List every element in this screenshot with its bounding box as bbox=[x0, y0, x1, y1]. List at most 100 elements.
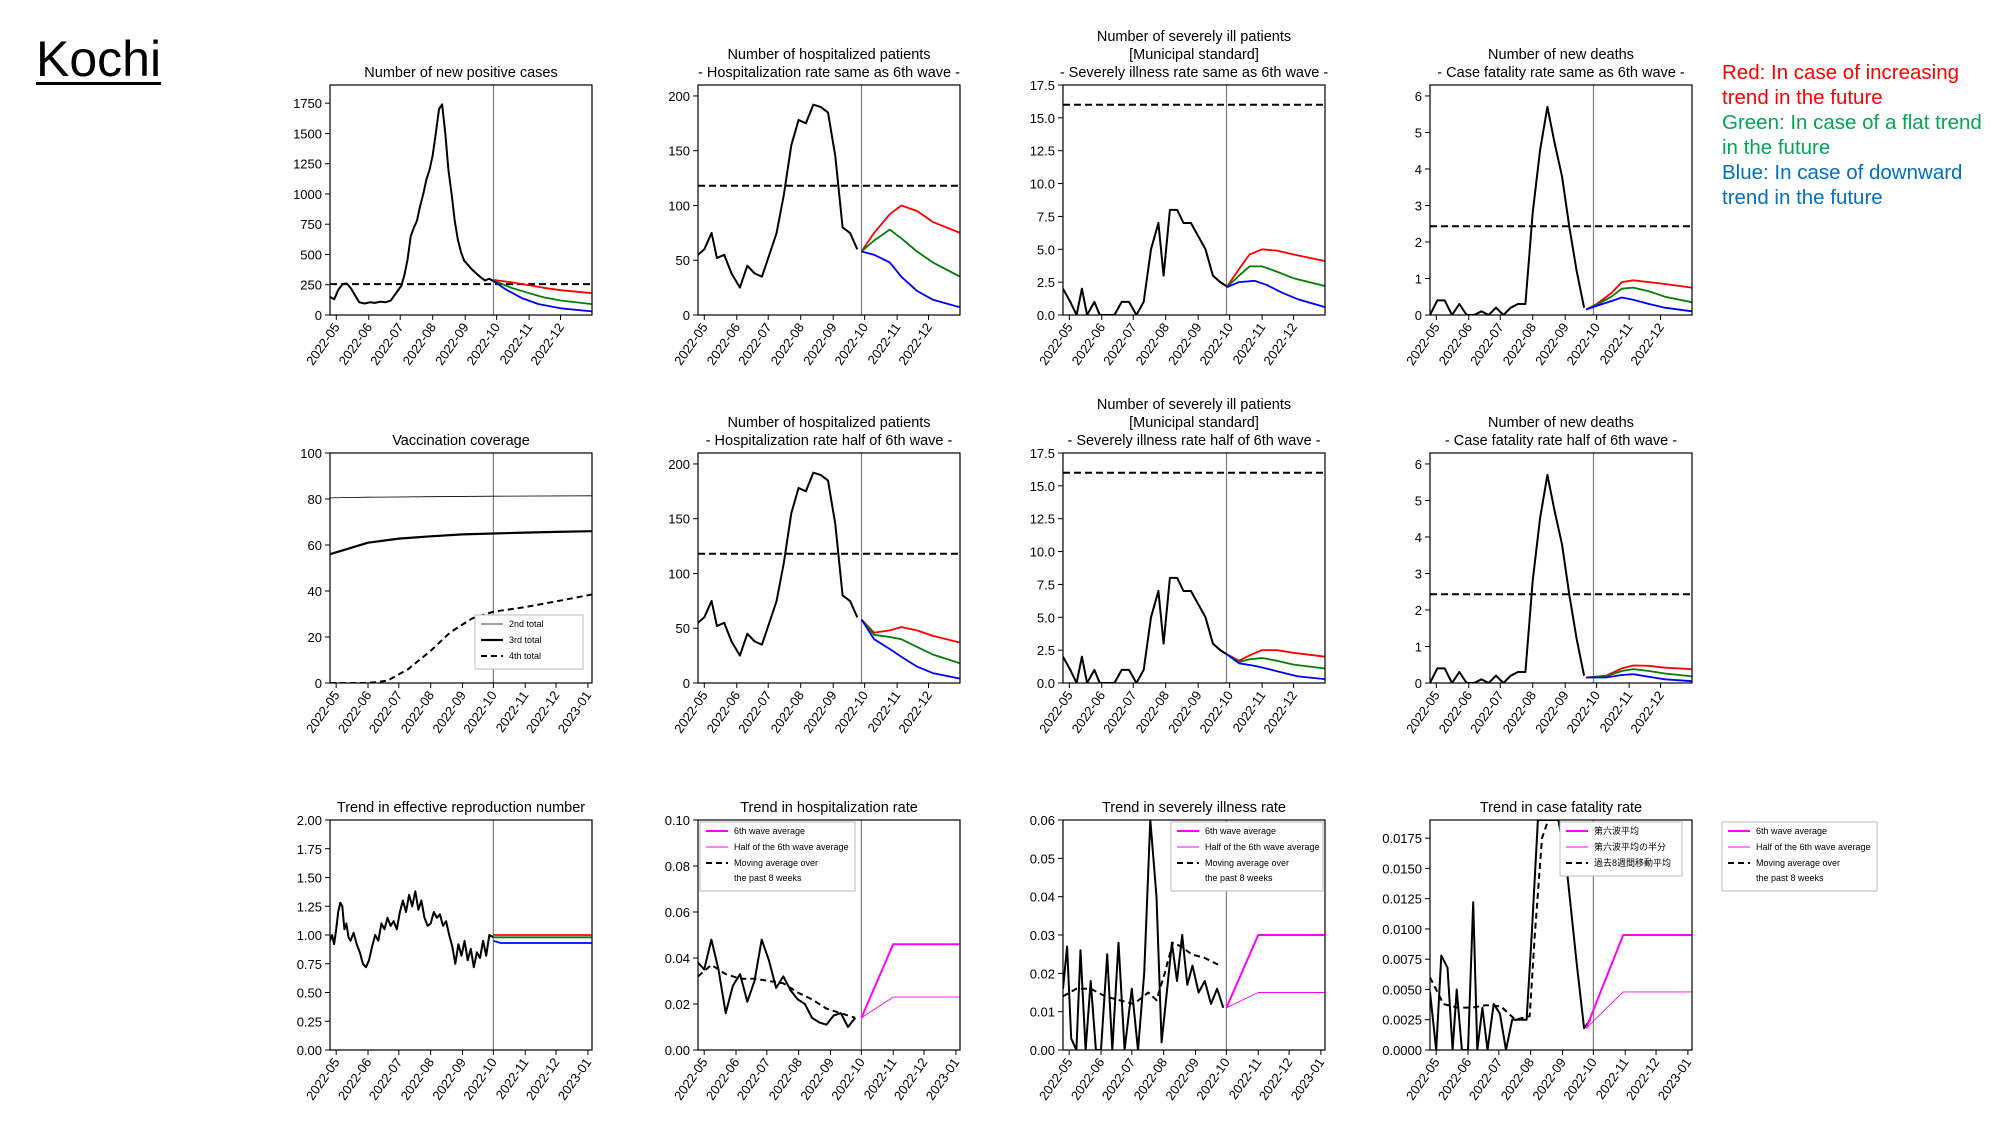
y-tick-label: 6 bbox=[1415, 457, 1422, 472]
legend-label: 第六波平均 bbox=[1594, 825, 1639, 836]
y-tick-label: 0 bbox=[315, 676, 322, 691]
chart-title: Number of severely ill patients bbox=[1097, 397, 1291, 413]
y-tick-label: 150 bbox=[668, 512, 690, 527]
legend-label: Moving average over bbox=[734, 858, 818, 868]
y-tick-label: 0.01 bbox=[1030, 1005, 1055, 1020]
chart-title: Vaccination coverage bbox=[392, 433, 530, 449]
legend-label: 6th wave average bbox=[734, 826, 805, 836]
y-tick-label: 0.0 bbox=[1037, 308, 1055, 323]
y-tick-label: 0.0025 bbox=[1382, 1013, 1422, 1028]
plot-frame bbox=[697, 819, 961, 1051]
scenario-notes: Red: In case of increasing trend in the … bbox=[1722, 60, 1992, 210]
series-line-red bbox=[1226, 649, 1325, 662]
chart-title: Number of new deaths bbox=[1488, 415, 1634, 431]
chart-title: - Severely illness rate half of 6th wave… bbox=[1067, 433, 1320, 449]
plot-area bbox=[1430, 85, 1692, 315]
plot-area bbox=[1063, 453, 1325, 683]
y-tick-label: 15.0 bbox=[1030, 111, 1055, 126]
chart-title: - Case fatality rate half of 6th wave - bbox=[1445, 433, 1677, 449]
y-tick-label: 100 bbox=[668, 198, 690, 213]
y-tick-label: 15.0 bbox=[1030, 479, 1055, 494]
series-line-green bbox=[860, 228, 960, 278]
legend-label: Half of the 6th wave average bbox=[734, 842, 849, 852]
y-tick-label: 7.5 bbox=[1037, 209, 1055, 224]
y-tick-label: 0.04 bbox=[1030, 890, 1055, 905]
series-line-red bbox=[493, 279, 592, 295]
y-tick-label: 0.0150 bbox=[1382, 861, 1422, 876]
y-tick-label: 3 bbox=[1415, 198, 1422, 213]
chart-title: Trend in case fatality rate bbox=[1480, 800, 1642, 816]
y-tick-label: 100 bbox=[668, 566, 690, 581]
chart-c34: Trend in case fatality rate 0.0000 0.0025 0… bbox=[1382, 800, 1694, 1103]
series-line-blue bbox=[861, 250, 960, 309]
y-tick-label: 17.5 bbox=[1030, 446, 1055, 461]
y-tick-label: 5 bbox=[1415, 493, 1422, 508]
legend-label: Half of the 6th wave average bbox=[1205, 842, 1320, 852]
x-tick-label: 2023-01 bbox=[555, 688, 595, 736]
legend-label: the past 8 weeks bbox=[734, 873, 802, 883]
legend-label: 2nd total bbox=[509, 619, 544, 629]
y-tick-label: 17.5 bbox=[1030, 78, 1055, 93]
plot-area bbox=[698, 820, 960, 1050]
y-tick-label: 0.0050 bbox=[1382, 982, 1422, 997]
y-tick-label: 1000 bbox=[293, 187, 322, 202]
y-tick-label: 0.08 bbox=[665, 859, 690, 874]
y-tick-label: 10.0 bbox=[1030, 177, 1055, 192]
series-line-thin bbox=[330, 495, 592, 499]
y-tick-label: 1 bbox=[1415, 271, 1422, 286]
y-tick-label: 60 bbox=[308, 538, 322, 553]
plot-area bbox=[698, 85, 960, 315]
y-tick-label: 2.00 bbox=[297, 813, 322, 828]
y-tick-label: 0.06 bbox=[665, 905, 690, 920]
y-tick-label: 0.0000 bbox=[1382, 1043, 1422, 1058]
y-tick-label: 4 bbox=[1415, 162, 1422, 177]
chart-title: - Severely illness rate same as 6th wave… bbox=[1060, 65, 1329, 81]
plot-area bbox=[330, 85, 592, 315]
chart-c23: Number of severely ill patients [Municipa… bbox=[1030, 397, 1326, 736]
series-line-blue bbox=[860, 619, 960, 680]
chart-c33: Trend in severely illness rate 0.00 0.01 0.… bbox=[1030, 800, 1328, 1103]
x-tick-label: 2023-01 bbox=[1655, 1055, 1695, 1103]
series-line-green bbox=[860, 618, 960, 665]
chart-title: - Case fatality rate same as 6th wave - bbox=[1437, 65, 1685, 81]
chart-c14: Number of new deaths - Case fatality rate… bbox=[1403, 47, 1693, 368]
chart-c31: Trend in effective reproduction number 0.… bbox=[297, 800, 595, 1103]
y-tick-label: 4 bbox=[1415, 530, 1422, 545]
y-tick-label: 3 bbox=[1415, 566, 1422, 581]
y-tick-label: 0 bbox=[1415, 308, 1422, 323]
y-tick-label: 12.5 bbox=[1030, 144, 1055, 159]
chart-title: Trend in hospitalization rate bbox=[740, 800, 918, 816]
chart-title: Trend in severely illness rate bbox=[1102, 800, 1286, 816]
legend-label: 4th total bbox=[509, 651, 541, 661]
series-line-black bbox=[698, 938, 856, 1028]
plot-frame bbox=[1429, 452, 1693, 684]
plot-frame bbox=[697, 84, 961, 316]
y-tick-label: 150 bbox=[668, 144, 690, 159]
chart-c24: Number of new deaths - Case fatality rate… bbox=[1403, 415, 1693, 736]
y-tick-label: 2.5 bbox=[1037, 275, 1055, 290]
scenario-note-blue: Blue: In case of downward trend in the f… bbox=[1722, 161, 1963, 209]
series-line-thick bbox=[330, 530, 592, 556]
series-line-red bbox=[1585, 279, 1692, 311]
chart-title: [Municipal standard] bbox=[1129, 415, 1259, 431]
y-tick-label: 0 bbox=[1415, 676, 1422, 691]
series-line-dashed bbox=[330, 593, 592, 683]
legend-label: 6th wave average bbox=[1205, 826, 1276, 836]
y-tick-label: 7.5 bbox=[1037, 577, 1055, 592]
chart-c11: Number of new positive cases 0 250 500 750 10… bbox=[293, 65, 593, 368]
plot-frame bbox=[1429, 819, 1693, 1051]
right-legend: 6th wave average Half of the 6th wave ave… bbox=[1721, 821, 1878, 892]
y-tick-label: 5.0 bbox=[1037, 242, 1055, 257]
y-tick-label: 100 bbox=[300, 446, 322, 461]
y-tick-label: 1.25 bbox=[297, 899, 322, 914]
series-line-blue bbox=[1586, 673, 1692, 683]
series-line-black bbox=[1063, 576, 1228, 683]
y-tick-label: 0.06 bbox=[1030, 813, 1055, 828]
series-line-blue bbox=[492, 280, 592, 313]
y-tick-label: 10.0 bbox=[1030, 545, 1055, 560]
legend-label: the past 8 weeks bbox=[1205, 873, 1273, 883]
series-line-green bbox=[1226, 653, 1325, 670]
chart-c13: Number of severely ill patients [Municipa… bbox=[1030, 29, 1329, 368]
y-tick-label: 1.50 bbox=[297, 871, 322, 886]
y-tick-label: 6 bbox=[1415, 89, 1422, 104]
